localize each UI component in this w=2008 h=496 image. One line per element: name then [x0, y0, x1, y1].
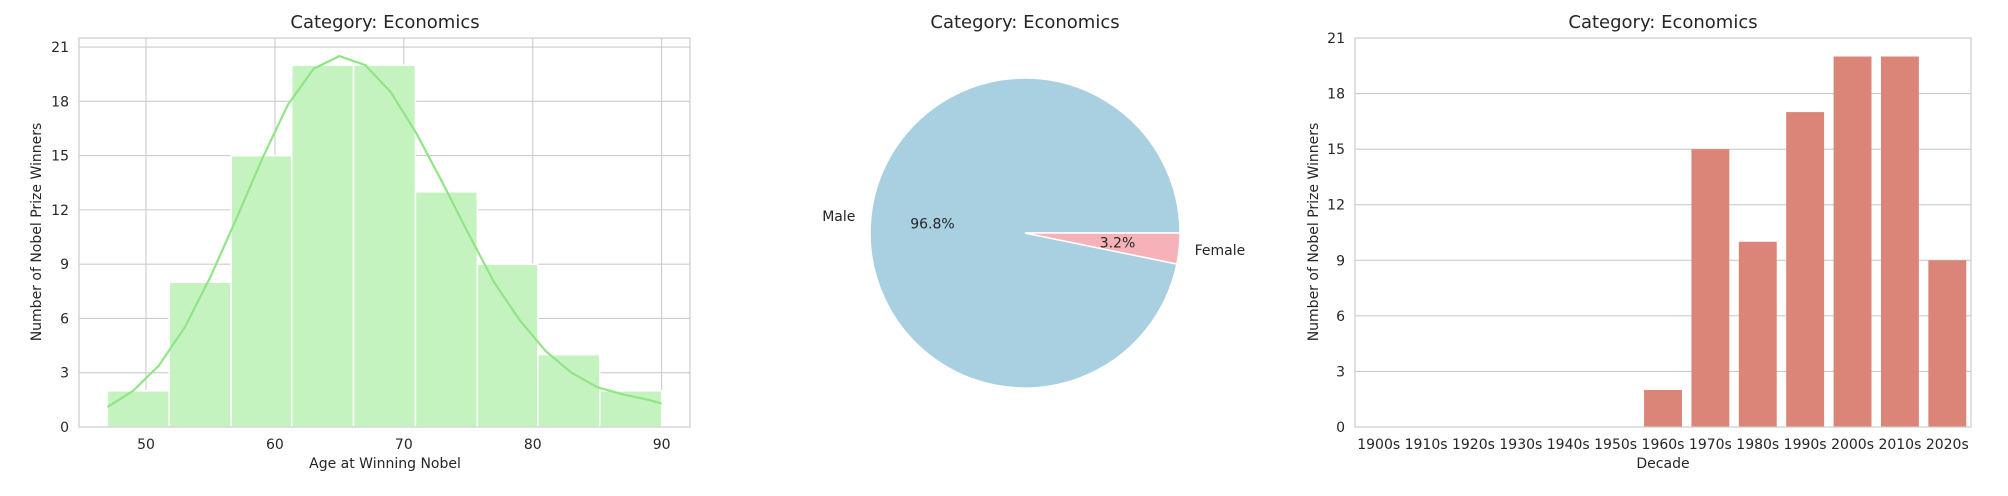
- histogram-x-tick-label: 80: [524, 437, 542, 453]
- histogram-y-label: Number of Nobel Prize Winners: [29, 123, 45, 342]
- histogram-bar: [599, 390, 663, 428]
- decade-x-tick-label: 1940s: [1547, 437, 1590, 453]
- decade-x-tick-label: 1900s: [1357, 437, 1400, 453]
- decade-bars: [1644, 56, 1967, 428]
- decade-bar: [1691, 149, 1730, 427]
- histogram-x-tick-label: 90: [653, 437, 671, 453]
- histogram-y-tick-label: 3: [60, 366, 69, 382]
- decade-x-tick-label: 2020s: [1926, 437, 1969, 453]
- histogram-bar: [106, 390, 170, 428]
- decade-chart-title: Category: Economics: [1568, 12, 1757, 33]
- histogram-y-tick-label: 18: [51, 94, 69, 110]
- decade-y-tick-label: 0: [1336, 420, 1345, 436]
- decade-x-tick-label: 1960s: [1642, 437, 1685, 453]
- decade-y-ticks: 0 3 6 9 12 15 18 21: [1327, 31, 1345, 436]
- decade-y-tick-label: 9: [1336, 253, 1345, 269]
- decade-y-tick-label: 15: [1327, 142, 1345, 158]
- histogram-x-tick-label: 70: [395, 437, 413, 453]
- decade-y-tick-label: 12: [1327, 198, 1345, 214]
- pie-percent-label: 3.2%: [1100, 235, 1136, 251]
- histogram-bar: [168, 281, 232, 428]
- age-histogram-chart: Category: Economics 50 60 70 80 90 0 3 6 9 12 15 1…: [29, 12, 691, 472]
- kde-curve: [106, 54, 662, 409]
- decade-x-tick-label: 1950s: [1594, 437, 1637, 453]
- histogram-x-ticks: 50 60 70 80 90: [137, 437, 670, 453]
- decade-x-tick-label: 1920s: [1452, 437, 1495, 453]
- decade-grid: [1355, 37, 1971, 428]
- histogram-bar: [352, 64, 417, 428]
- pie-category-label: Female: [1195, 243, 1246, 259]
- histogram-bar: [230, 154, 293, 428]
- histogram-frame: [78, 37, 691, 428]
- histogram-y-ticks: 0 3 6 9 12 15 18 21: [51, 40, 69, 436]
- decade-x-tick-label: 1910s: [1405, 437, 1448, 453]
- pie-title: Category: Economics: [930, 12, 1119, 33]
- histogram-y-tick-label: 0: [60, 420, 69, 436]
- pie-labels: Male 96.8% Female 3.2%: [822, 209, 1245, 259]
- histogram-bar: [476, 263, 539, 428]
- decade-x-label: Decade: [1636, 456, 1689, 472]
- decade-y-tick-label: 18: [1327, 87, 1345, 103]
- decade-x-tick-label: 1930s: [1499, 437, 1542, 453]
- decade-bar: [1928, 260, 1967, 427]
- histogram-y-tick-label: 6: [60, 311, 69, 327]
- decade-x-ticks: 1900s 1910s 1920s 1930s 1940s 1950s 1960s 1970s…: [1357, 437, 1969, 453]
- decade-bar-chart: Category: Economics 1900s 1910s 1920s 1930s…: [1306, 12, 1972, 472]
- histogram-bars: [106, 64, 663, 428]
- histogram-y-tick-label: 15: [51, 149, 69, 165]
- pie-slice: [1024, 232, 1181, 265]
- decade-x-tick-label: 1990s: [1784, 437, 1827, 453]
- decade-y-tick-label: 21: [1327, 31, 1345, 47]
- histogram-x-tick-label: 60: [266, 437, 284, 453]
- gender-pie-chart: Category: Economics Male 96.8% Female 3.2%: [822, 12, 1245, 389]
- decade-frame: [1354, 37, 1972, 428]
- histogram-bar: [414, 191, 479, 428]
- decade-bar: [1786, 112, 1825, 427]
- decade-y-tick-label: 3: [1336, 364, 1345, 380]
- histogram-bar: [537, 353, 601, 428]
- pie-percent-label: 96.8%: [910, 217, 954, 233]
- histogram-bar: [290, 64, 355, 428]
- decade-x-tick-label: 1970s: [1689, 437, 1732, 453]
- histogram-y-tick-label: 21: [51, 40, 69, 56]
- histogram-x-label: Age at Winning Nobel: [309, 456, 461, 472]
- decade-bar: [1833, 56, 1872, 428]
- decade-x-tick-label: 2000s: [1831, 437, 1874, 453]
- decade-x-tick-label: 2010s: [1878, 437, 1921, 453]
- decade-y-label: Number of Nobel Prize Winners: [1306, 123, 1322, 342]
- pie-category-label: Male: [822, 209, 855, 225]
- decade-bar: [1738, 241, 1777, 427]
- decade-bar: [1880, 56, 1919, 428]
- histogram-title: Category: Economics: [290, 12, 479, 33]
- pie-slices: [869, 77, 1181, 389]
- decade-x-tick-label: 1980s: [1736, 437, 1779, 453]
- histogram-y-tick-label: 12: [51, 203, 69, 219]
- histogram-y-tick-label: 9: [60, 257, 69, 273]
- decade-bar: [1644, 389, 1682, 427]
- histogram-x-tick-label: 50: [137, 437, 155, 453]
- decade-y-tick-label: 6: [1336, 309, 1345, 325]
